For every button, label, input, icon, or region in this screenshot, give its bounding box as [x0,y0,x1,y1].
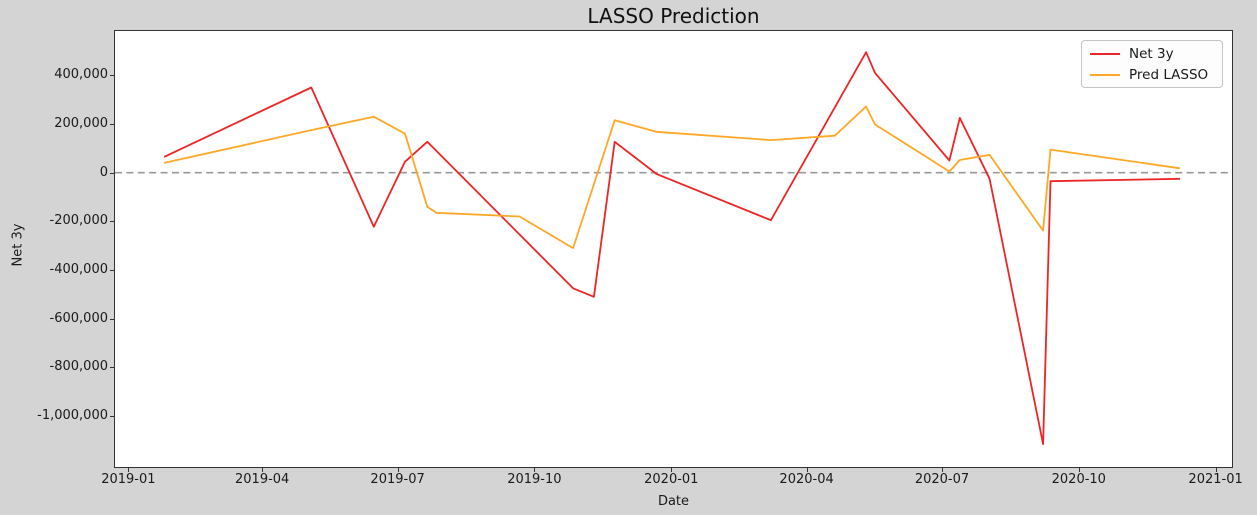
y-tick-label: -400,000 [49,262,108,278]
x-tick-mark [671,468,673,472]
x-tick-label: 2019-01 [101,472,156,487]
x-tick-mark [1215,468,1217,472]
x-tick-label: 2020-07 [914,472,970,487]
x-tick-mark [1078,468,1080,472]
y-tick-label: 400,000 [54,67,108,83]
y-tick-label: -200,000 [49,213,108,229]
x-tick-label: 2020-10 [1051,472,1106,487]
pred-lasso-line-swatch [1090,73,1120,76]
y-tick-label: 200,000 [54,116,108,131]
y-tick-label: -1,000,000 [37,408,108,424]
y-tick-label: -600,000 [49,310,108,326]
x-tick-mark [397,468,399,472]
y-tick-mark [110,172,114,174]
legend-item-net3y: Net 3y [1082,46,1222,62]
x-tick-label: 2020-01 [644,472,699,487]
y-tick-mark [110,270,114,272]
x-tick-mark [534,468,536,472]
x-tick-label: 2020-04 [779,472,834,487]
legend-item-pred-lasso: Pred LASSO [1082,67,1222,83]
legend-label-pred-lasso: Pred LASSO [1129,66,1209,83]
y-axis-label: Net 3y [10,223,26,267]
x-tick-mark [128,468,130,472]
x-tick-label: 2019-04 [235,472,290,487]
legend-label-net3y: Net 3y [1129,45,1174,62]
pred-lasso-line [163,105,1181,250]
net3y-line [163,51,1180,446]
x-tick-mark [942,468,943,472]
y-tick-mark [110,367,114,369]
plot-area [114,30,1233,468]
x-tick-label: 2021-01 [1188,472,1243,487]
x-tick-label: 2019-10 [507,472,562,487]
y-tick-label: -800,000 [49,359,108,375]
x-tick-mark [806,468,808,472]
chart-title: LASSO Prediction [587,4,760,28]
legend: Net 3y Pred LASSO [1081,40,1223,88]
plot-canvas [115,51,1232,446]
y-tick-mark [110,416,114,418]
y-tick-label: 0 [99,164,108,180]
x-tick-label: 2019-07 [370,472,425,487]
y-tick-mark [110,75,114,77]
net3y-line-swatch [1090,52,1120,55]
y-tick-mark [110,318,114,320]
y-tick-mark [110,124,114,125]
x-tick-mark [262,468,264,472]
x-axis-label: Date [657,494,690,509]
y-tick-mark [110,221,114,223]
